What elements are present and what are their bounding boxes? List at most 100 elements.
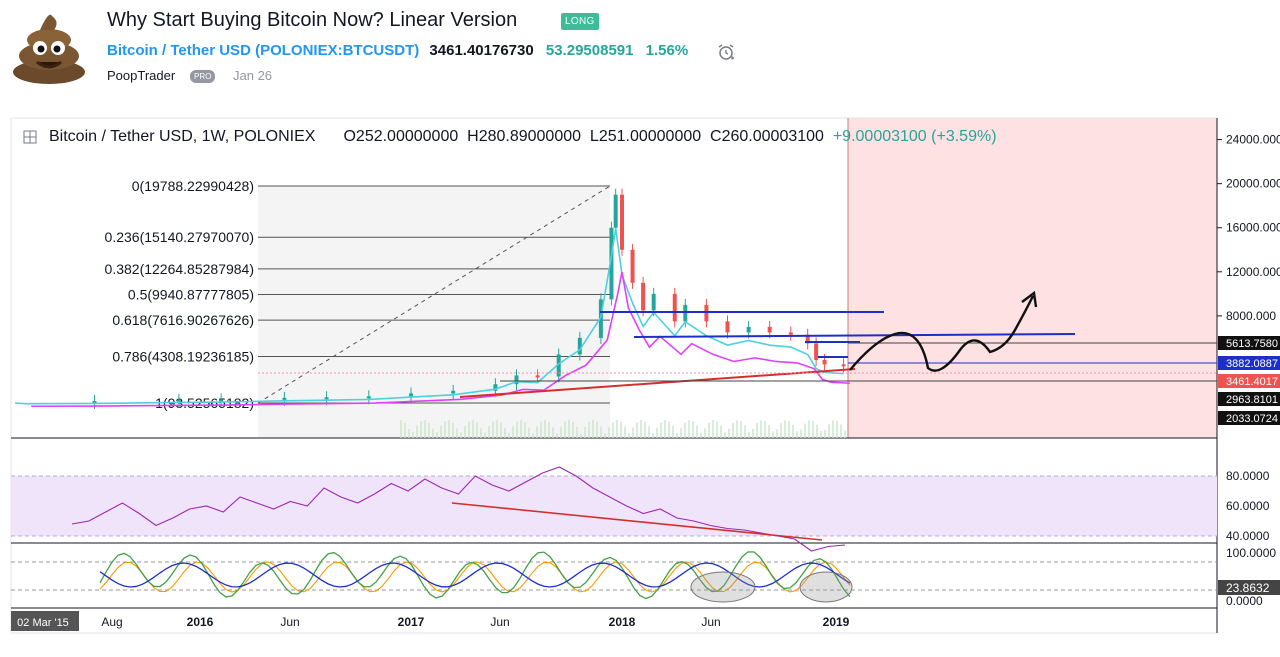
volume-bar	[488, 426, 490, 438]
resistance-line	[633, 333, 1076, 338]
alarm-clock-icon[interactable]	[716, 42, 736, 62]
price-label-text: 2963.8101	[1226, 394, 1278, 406]
stoch-axis-label: 0.0000	[1226, 594, 1263, 608]
projection-zone	[848, 118, 1217, 438]
price-candle	[641, 282, 646, 311]
price-candle	[613, 194, 618, 228]
volume-bar	[764, 420, 766, 438]
price-candle	[822, 359, 827, 365]
volume-bar	[632, 427, 634, 438]
price-label-box	[1218, 356, 1280, 370]
price-candle	[620, 194, 624, 250]
price-candle	[92, 400, 97, 403]
volume-bar	[724, 432, 726, 438]
rsi-band	[11, 476, 1217, 536]
volume-bar	[472, 420, 474, 438]
volume-bar	[728, 428, 730, 438]
price-candle	[493, 384, 498, 391]
fib-label: 0.5(9940.87777805)	[128, 286, 254, 302]
time-axis-label: Jun	[490, 615, 509, 629]
price-candle	[630, 249, 635, 283]
price-candle	[324, 397, 329, 400]
volume-bar	[672, 426, 674, 438]
author-name[interactable]: PoopTrader	[107, 68, 176, 83]
time-axis-label: Aug	[101, 615, 122, 629]
volume-bar	[648, 426, 650, 438]
symbol-name-link[interactable]: Bitcoin / Tether USD	[107, 42, 251, 59]
avatar[interactable]	[10, 10, 88, 86]
volume-bar	[824, 429, 826, 438]
price-candle	[219, 399, 224, 402]
symbol-code-link[interactable]: (POLONIEX:BTCUSDT)	[255, 42, 420, 59]
rsi-axis-label: 40.0000	[1226, 529, 1270, 543]
volume-bar	[536, 426, 538, 438]
volume-bar	[400, 420, 402, 438]
volume-bar	[408, 428, 410, 438]
price-label-text: 5613.7580	[1226, 338, 1278, 350]
price-candle	[841, 364, 846, 367]
volume-bar	[612, 422, 614, 438]
volume-bar	[628, 433, 630, 438]
price-candle	[683, 304, 688, 322]
stoch-axis-label: 23.8632	[1226, 581, 1270, 595]
legend-open: O252.00000000	[343, 128, 459, 145]
volume-bar	[512, 426, 514, 438]
volume-bar	[556, 433, 558, 438]
volume-bar	[776, 429, 778, 438]
volume-bar	[696, 425, 698, 438]
volume-bar	[820, 431, 822, 438]
stoch-k-line	[99, 551, 851, 600]
volume-bar	[736, 420, 738, 438]
highlight-ellipse	[690, 571, 756, 603]
price-candle	[409, 393, 413, 397]
fib-trend-line	[257, 185, 611, 404]
time-cursor-box	[11, 611, 79, 631]
stoch-value-box	[1218, 580, 1280, 595]
price-change: 53.29508591	[545, 42, 634, 59]
volume-bar	[720, 425, 722, 438]
price-candle	[556, 354, 561, 377]
price-candle	[535, 375, 540, 378]
chart-legend: Bitcoin / Tether USD, 1W, POLONIEX O252.0…	[49, 128, 997, 146]
price-label-text: 3882.0887	[1226, 358, 1278, 370]
price-axis-label: 8000.000	[1226, 309, 1276, 323]
volume-bar	[620, 421, 622, 438]
volume-bar	[656, 427, 658, 438]
volume-bar	[608, 427, 610, 438]
price-candle	[514, 375, 519, 385]
volume-bar	[440, 425, 442, 438]
time-axis-label: Jun	[280, 615, 299, 629]
volume-bar	[548, 422, 550, 438]
ma-fast-line	[14, 227, 844, 405]
volume-bar	[496, 420, 498, 438]
volume-bar	[424, 420, 426, 438]
volume-bar	[644, 421, 646, 438]
price-axis-label: 16000.000	[1226, 221, 1280, 235]
volume-bar	[540, 421, 542, 438]
volume-bar	[800, 429, 802, 438]
volume-bar	[688, 420, 690, 438]
volume-bar	[524, 422, 526, 438]
volume-bar	[664, 420, 666, 438]
price-axis-label: 20000.000	[1226, 177, 1280, 191]
price-candle	[805, 334, 810, 344]
stoch-d-line	[99, 561, 851, 593]
time-axis-label: 2018	[609, 615, 636, 629]
volume-bar	[684, 422, 686, 438]
legend-symbol: Bitcoin / Tether USD, 1W, POLONIEX	[49, 128, 316, 145]
publish-date: Jan 26	[233, 68, 273, 83]
volume-bar	[528, 427, 530, 438]
volume-bar	[476, 422, 478, 438]
time-axis-label: 2016	[187, 615, 214, 629]
rsi-divergence-line	[451, 502, 823, 541]
price-candle	[651, 293, 656, 311]
volume-bar	[828, 423, 830, 438]
volume-bar	[500, 422, 502, 438]
volume-bar	[552, 427, 554, 438]
expand-icon[interactable]	[23, 130, 37, 144]
fib-label: 0.786(4308.19236185)	[112, 349, 254, 365]
volume-bar	[704, 428, 706, 438]
volume-bar	[588, 421, 590, 438]
volume-bar	[448, 420, 450, 438]
